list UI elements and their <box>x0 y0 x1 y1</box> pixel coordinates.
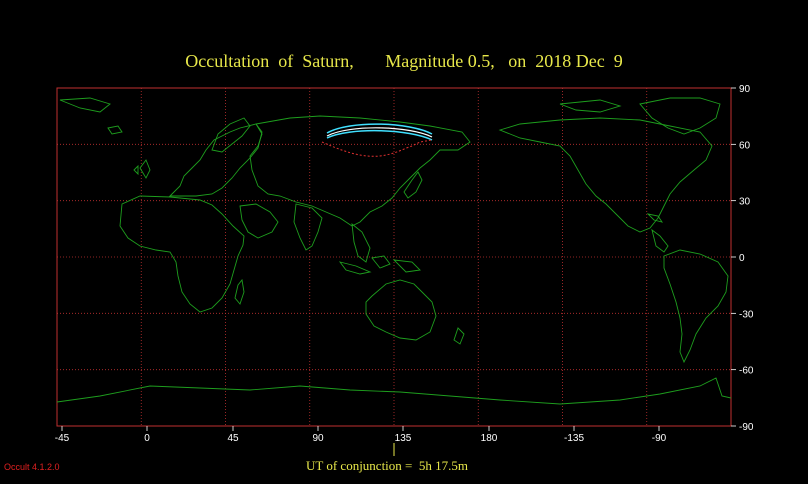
coastline-antarctica <box>56 377 732 405</box>
title-object: Occultation of Saturn, <box>185 51 354 71</box>
coastline-arabia <box>239 203 279 239</box>
latitude-label: -90 <box>739 422 754 433</box>
coastline-north-america <box>498 117 713 233</box>
coastline-india <box>293 203 323 251</box>
longitude-label: 180 <box>481 433 498 444</box>
latitude-label: 60 <box>739 140 751 151</box>
latitude-label: 0 <box>739 253 745 264</box>
coastline-scandinavia <box>211 117 251 153</box>
coastline-iceland <box>107 125 123 135</box>
coastline-southeast-asia <box>351 222 371 263</box>
map-title: Occultation of Saturn, Magnitude 0.5, on… <box>0 51 808 72</box>
coastline-greenland <box>639 97 721 135</box>
coastline-new-zealand <box>453 327 465 345</box>
longitude-label: -90 <box>652 433 667 444</box>
coastline-madagascar <box>234 278 245 305</box>
longitude-label: -135 <box>564 433 584 444</box>
longitude-label: 0 <box>144 433 150 444</box>
coastline-asia <box>249 115 471 227</box>
longitude-label: -45 <box>55 433 70 444</box>
title-magnitude: Magnitude 0.5, <box>385 51 495 71</box>
path-northern-limit <box>326 123 433 135</box>
latitude-label: 90 <box>739 84 751 95</box>
longitude-label: 45 <box>227 433 239 444</box>
version-label: Occult 4.1.2.0 <box>4 462 60 472</box>
path-southern-limit <box>326 129 433 141</box>
latitude-label: -60 <box>739 366 754 377</box>
ut-conjunction-label: UT of conjunction = 5h 17.5m <box>306 458 468 473</box>
longitude-label: 135 <box>395 433 412 444</box>
coastline-japan <box>403 171 423 199</box>
latitude-labels: 90 60 30 0 -30 -60 -90 <box>731 84 754 433</box>
coastline-australia <box>365 279 437 341</box>
coastline-arctic-islands <box>59 97 622 113</box>
coastline-indonesia <box>338 255 421 275</box>
graticule <box>57 88 731 426</box>
coastline-central-america <box>651 228 669 253</box>
coastlines <box>56 97 732 405</box>
path-centre-line <box>326 127 433 138</box>
daylight-limit-curve <box>321 139 433 157</box>
latitude-label: -30 <box>739 309 754 320</box>
title-date: on 2018 Dec 9 <box>508 51 623 71</box>
coastline-caribbean <box>646 213 664 223</box>
latitude-label: 30 <box>739 197 751 208</box>
longitude-label: 90 <box>312 433 324 444</box>
coastline-british-isles <box>133 159 151 179</box>
occultation-path <box>321 123 433 157</box>
longitude-labels: -45 0 45 90 135 180 -135 -90 <box>55 426 667 444</box>
coastline-africa <box>119 195 245 313</box>
coastline-south-america <box>663 249 729 364</box>
